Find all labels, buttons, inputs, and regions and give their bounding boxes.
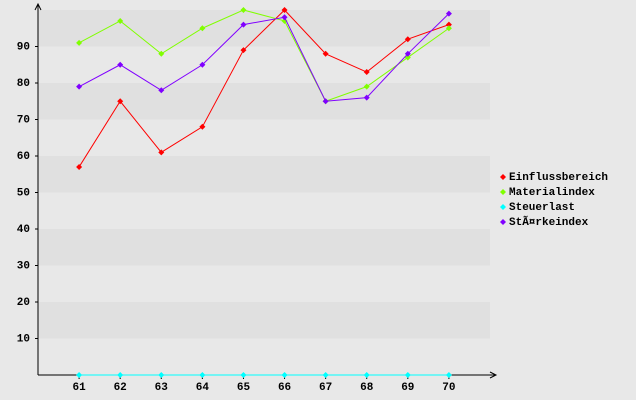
- data-point: [404, 36, 411, 43]
- data-point: [445, 372, 452, 378]
- data-point: [76, 372, 83, 378]
- data-point: [445, 25, 452, 32]
- data-point: [76, 39, 83, 46]
- grid-band: [38, 10, 490, 47]
- data-point: [404, 50, 411, 57]
- y-tick-label: 30: [17, 260, 30, 272]
- data-point: [404, 372, 411, 378]
- data-point: [117, 61, 124, 68]
- data-point: [240, 47, 247, 54]
- data-point: [281, 372, 288, 378]
- y-tick-label: 40: [17, 224, 30, 236]
- x-axis-arrow: [489, 371, 498, 379]
- data-point: [281, 7, 288, 13]
- x-tick-label: 67: [319, 382, 332, 394]
- data-point: [240, 21, 247, 28]
- legend-marker: [500, 219, 506, 225]
- y-tick-label: 70: [17, 114, 30, 126]
- grid-band: [38, 46, 490, 83]
- data-point: [445, 10, 452, 17]
- grid-band: [38, 119, 490, 156]
- data-point: [158, 372, 165, 378]
- data-point: [158, 87, 165, 94]
- grid-band: [38, 338, 490, 375]
- grid-band: [38, 229, 490, 266]
- grid-band: [38, 192, 490, 229]
- x-tick-label: 68: [360, 382, 374, 394]
- y-tick-label: 90: [17, 41, 30, 53]
- data-point: [199, 123, 206, 130]
- legend-marker: [500, 189, 506, 195]
- data-point: [199, 372, 206, 378]
- data-point: [76, 83, 83, 90]
- series-line: [78, 13, 450, 102]
- y-tick-label: 60: [17, 151, 30, 163]
- x-tick-label: 65: [237, 382, 251, 394]
- legend-label: Materialindex: [509, 187, 595, 199]
- grid-band: [38, 265, 490, 302]
- data-point: [158, 149, 165, 156]
- data-point: [117, 98, 124, 105]
- data-point: [117, 372, 124, 378]
- data-point: [363, 372, 370, 378]
- y-axis-arrow: [34, 2, 42, 11]
- data-point: [322, 98, 329, 105]
- data-point: [363, 94, 370, 101]
- x-tick-label: 61: [72, 382, 86, 394]
- grid-band: [38, 83, 490, 120]
- grid-band: [38, 302, 490, 339]
- data-point: [240, 7, 247, 13]
- data-point: [158, 50, 165, 57]
- data-point: [445, 21, 452, 28]
- x-tick-label: 69: [401, 382, 414, 394]
- data-point: [281, 14, 288, 21]
- data-point: [322, 50, 329, 57]
- x-tick-label: 66: [278, 382, 291, 394]
- x-tick-label: 70: [442, 382, 455, 394]
- data-point: [76, 163, 83, 170]
- data-point: [199, 61, 206, 68]
- legend-label: StÃ¤rkeindex: [509, 215, 589, 229]
- legend-label: Steuerlast: [509, 202, 575, 214]
- legend-marker: [500, 204, 506, 210]
- data-point: [117, 17, 124, 24]
- series-line: [78, 9, 450, 168]
- x-tick-label: 62: [114, 382, 127, 394]
- data-point: [240, 372, 247, 378]
- y-tick-label: 10: [17, 333, 30, 345]
- data-point: [322, 372, 329, 378]
- grid-band: [38, 156, 490, 193]
- y-tick-label: 50: [17, 187, 30, 199]
- series-line: [78, 9, 450, 102]
- y-tick-label: 20: [17, 297, 30, 309]
- x-tick-label: 63: [155, 382, 169, 394]
- data-point: [363, 69, 370, 76]
- legend-marker: [500, 174, 506, 180]
- x-tick-label: 64: [196, 382, 210, 394]
- y-tick-label: 80: [17, 78, 30, 90]
- legend-label: Einflussbereich: [509, 172, 608, 184]
- data-point: [199, 25, 206, 32]
- data-point: [363, 83, 370, 90]
